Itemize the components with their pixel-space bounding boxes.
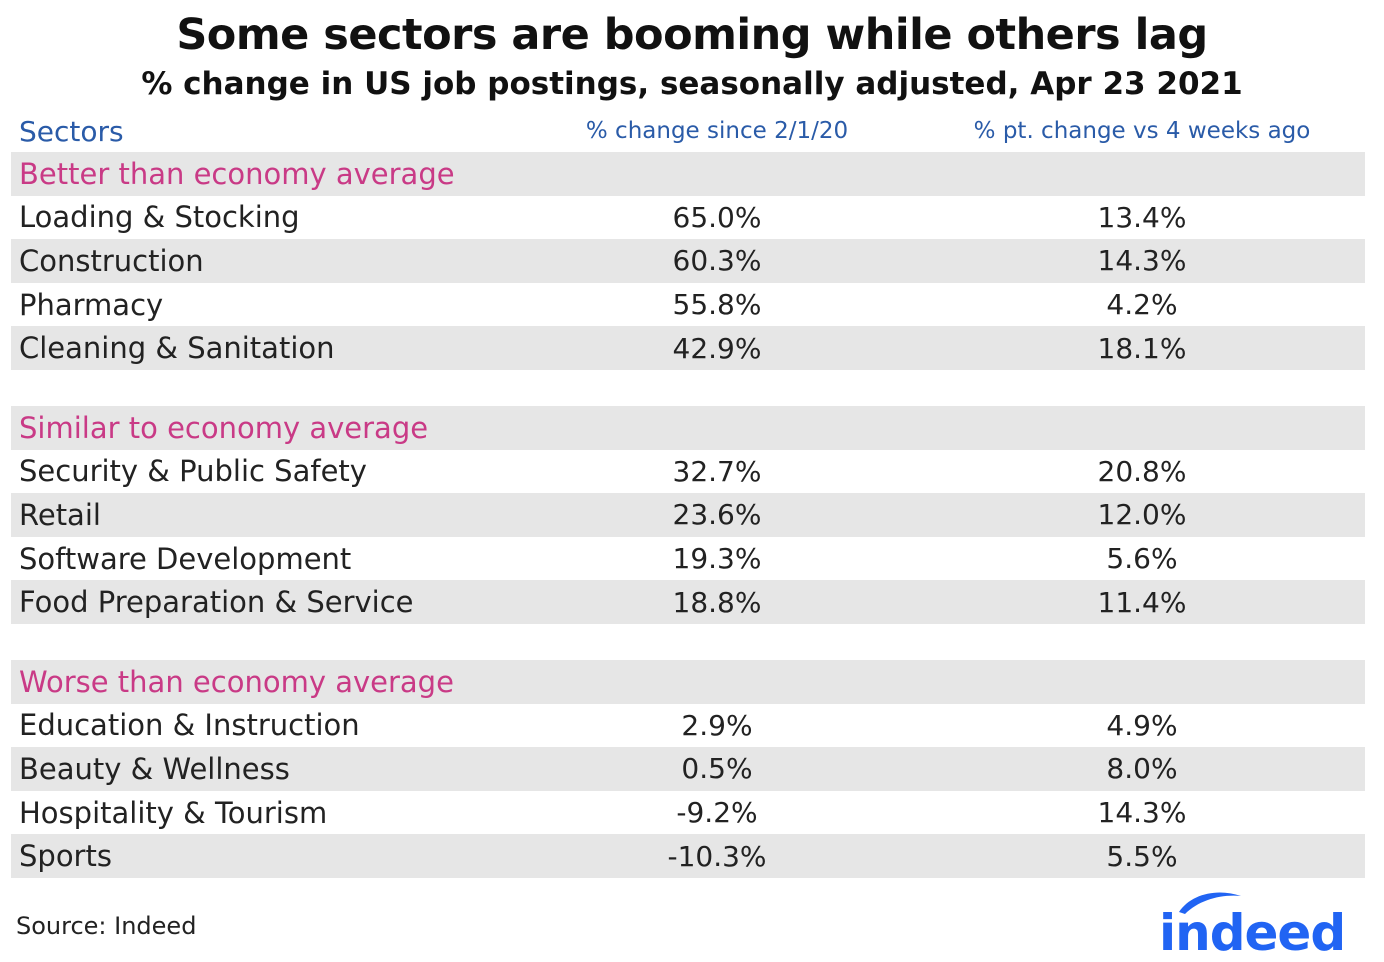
change-4wk-cell: 20.8%	[1097, 454, 1187, 488]
change-4wk-cell: 4.2%	[1106, 288, 1178, 322]
table-row: Beauty & Wellness 0.5% 8.0%	[11, 747, 1365, 791]
change-since-cell: 23.6%	[672, 498, 762, 532]
group-spacer	[11, 370, 1365, 406]
sector-cell: Hospitality & Tourism	[19, 795, 328, 830]
change-4wk-cell: 14.3%	[1097, 796, 1187, 830]
group-spacer	[11, 624, 1365, 660]
change-4wk-cell: 13.4%	[1097, 200, 1187, 234]
change-since-cell: 55.8%	[672, 288, 762, 322]
section-row: Worse than economy average	[11, 659, 1365, 704]
change-since-cell: 60.3%	[672, 244, 762, 278]
sector-cell: Food Preparation & Service	[19, 585, 414, 620]
sector-cell: Education & Instruction	[19, 708, 360, 743]
change-4wk-cell: 14.3%	[1097, 244, 1187, 278]
sector-cell: Cleaning & Sanitation	[19, 331, 335, 366]
table-row: Food Preparation & Service 18.8% 11.4%	[11, 580, 1365, 624]
section-row: Better than economy average	[11, 152, 1365, 196]
sector-cell: Pharmacy	[19, 287, 164, 322]
change-4wk-cell: 5.6%	[1106, 542, 1178, 576]
change-since-cell: 65.0%	[672, 200, 762, 234]
change-4wk-cell: 5.5%	[1106, 839, 1178, 873]
change-since-cell: 2.9%	[681, 708, 753, 742]
table-row: Cleaning & Sanitation 42.9% 18.1%	[11, 326, 1365, 370]
change-since-cell: 32.7%	[672, 454, 762, 488]
table-row: Software Development 19.3% 5.6%	[11, 537, 1365, 581]
table-body: Better than economy average Loading & Sto…	[11, 152, 1365, 878]
change-4wk-cell: 11.4%	[1097, 585, 1187, 619]
sector-cell: Security & Public Safety	[19, 454, 367, 489]
table-row: Loading & Stocking 65.0% 13.4%	[11, 196, 1365, 240]
table-row: Education & Instruction 2.9% 4.9%	[11, 704, 1365, 748]
sector-cell: Sports	[19, 839, 112, 874]
table-header-row: Sectors % change since 2/1/20 % pt. chan…	[11, 110, 1365, 152]
change-since-cell: 19.3%	[672, 542, 762, 576]
section-label: Similar to economy average	[19, 410, 429, 445]
sector-cell: Beauty & Wellness	[19, 751, 290, 786]
change-since-cell: 42.9%	[672, 331, 762, 365]
change-4wk-cell: 18.1%	[1097, 331, 1187, 365]
table-row: Construction 60.3% 14.3%	[11, 239, 1365, 283]
column-header-change-since: % change since 2/1/20	[585, 118, 849, 144]
change-4wk-cell: 12.0%	[1097, 498, 1187, 532]
sector-cell: Construction	[19, 243, 204, 278]
source-note: Source: Indeed	[16, 912, 197, 940]
table-row: Security & Public Safety 32.7% 20.8%	[11, 450, 1365, 494]
section-label: Better than economy average	[19, 156, 455, 191]
section-label: Worse than economy average	[19, 664, 454, 699]
table-row: Pharmacy 55.8% 4.2%	[11, 283, 1365, 327]
chart-subtitle: % change in US job postings, seasonally …	[141, 66, 1243, 102]
change-since-cell: 18.8%	[672, 585, 762, 619]
table-row: Hospitality & Tourism -9.2% 14.3%	[11, 791, 1365, 835]
change-4wk-cell: 8.0%	[1106, 752, 1178, 786]
table-row: Retail 23.6% 12.0%	[11, 493, 1365, 537]
sector-cell: Loading & Stocking	[19, 200, 300, 235]
column-header-sectors: Sectors	[19, 114, 124, 148]
data-table: Sectors % change since 2/1/20 % pt. chan…	[11, 110, 1365, 878]
sector-cell: Retail	[19, 497, 101, 532]
change-4wk-cell: 4.9%	[1106, 708, 1178, 742]
change-since-cell: -10.3%	[667, 839, 767, 873]
change-since-cell: 0.5%	[681, 752, 753, 786]
change-since-cell: -9.2%	[676, 796, 758, 830]
section-row: Similar to economy average	[11, 405, 1365, 450]
sector-cell: Software Development	[19, 541, 352, 576]
logo-wordmark: indeed	[1159, 904, 1345, 962]
table-row: Sports -10.3% 5.5%	[11, 834, 1365, 878]
column-header-change-4wk: % pt. change vs 4 weeks ago	[973, 118, 1311, 144]
chart-title: Some sectors are booming while others la…	[176, 10, 1208, 60]
indeed-logo: indeed	[1159, 892, 1346, 962]
logo-swoosh-icon	[1179, 892, 1241, 914]
